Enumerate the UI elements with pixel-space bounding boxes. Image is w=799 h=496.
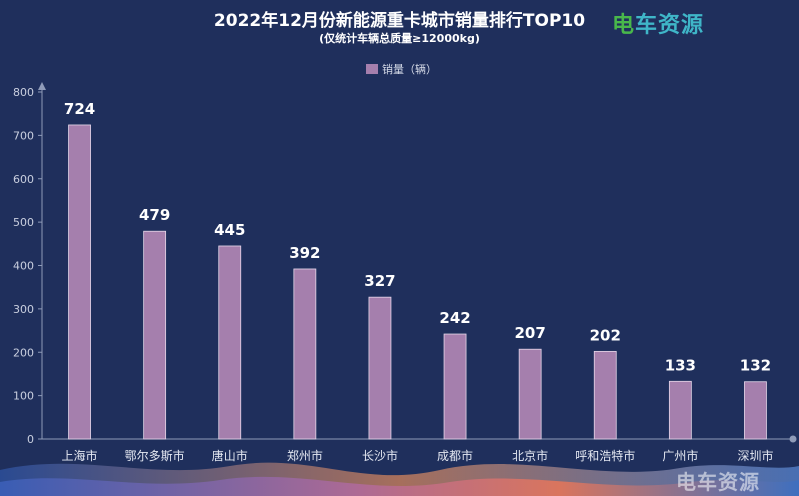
data-label: 392 <box>289 244 320 262</box>
x-tick-label: 呼和浩特市 <box>575 448 635 463</box>
y-tick-label: 500 <box>13 216 34 229</box>
x-axis-end-dot <box>790 436 797 443</box>
brand-logo: 电车资源 <box>612 7 704 39</box>
y-tick-label: 300 <box>13 303 34 316</box>
x-tick-label: 上海市 <box>62 448 98 463</box>
bar[interactable] <box>744 382 766 439</box>
y-tick-label: 0 <box>27 433 34 446</box>
y-tick-label: 700 <box>13 129 34 142</box>
brand-logo-right: 车资源 <box>635 13 704 38</box>
watermark-logo: 电车资源 <box>676 466 760 495</box>
bar[interactable] <box>594 351 616 439</box>
chart-canvas: 0 100 200 300 400 500 600 700 800 724 上海市 479 鄂尔多斯市… <box>0 0 799 496</box>
bar[interactable] <box>294 269 316 439</box>
data-label: 207 <box>514 324 545 342</box>
data-label: 133 <box>665 356 696 374</box>
y-tick-label: 800 <box>13 86 34 99</box>
x-tick-label: 成都市 <box>437 448 473 463</box>
legend-label: 销量（辆） <box>382 61 437 77</box>
legend[interactable]: 销量（辆） <box>366 61 437 77</box>
bar[interactable] <box>369 297 391 439</box>
y-tick-label: 400 <box>13 260 34 273</box>
brand-logo-left: 电 <box>612 13 635 38</box>
bar[interactable] <box>519 349 541 439</box>
x-tick-label: 唐山市 <box>212 448 248 463</box>
data-label: 202 <box>590 326 621 344</box>
data-label: 724 <box>64 100 95 118</box>
bar[interactable] <box>69 125 91 439</box>
data-label: 242 <box>439 309 470 327</box>
y-tick-label: 200 <box>13 346 34 359</box>
x-tick-label: 鄂尔多斯市 <box>125 448 185 463</box>
bar[interactable] <box>219 246 241 439</box>
y-tick-label: 600 <box>13 173 34 186</box>
data-label: 132 <box>740 357 771 375</box>
data-label: 479 <box>139 206 170 224</box>
y-axis-arrow <box>38 82 46 90</box>
x-tick-label: 长沙市 <box>362 448 398 463</box>
bar[interactable] <box>444 334 466 439</box>
x-tick-label: 广州市 <box>662 448 698 463</box>
data-label: 327 <box>364 272 395 290</box>
x-tick-label: 深圳市 <box>737 448 773 463</box>
bar[interactable] <box>669 381 691 439</box>
legend-swatch <box>366 64 378 74</box>
y-tick-label: 100 <box>13 390 34 403</box>
x-tick-label: 郑州市 <box>287 448 323 463</box>
x-tick-label: 北京市 <box>512 448 548 463</box>
data-label: 445 <box>214 221 245 239</box>
bar[interactable] <box>144 231 166 439</box>
